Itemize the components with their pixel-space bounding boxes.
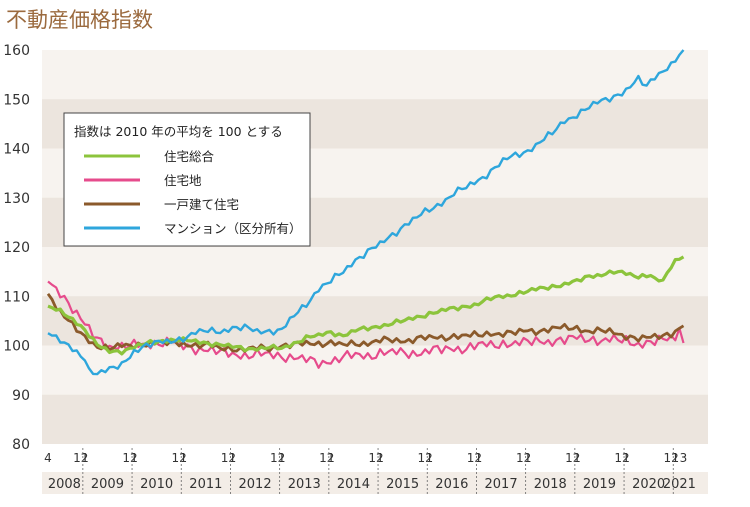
x-month-label: 12	[614, 451, 629, 465]
chart-title: 不動産価格指数	[6, 8, 153, 32]
y-tick-label: 160	[3, 43, 30, 59]
x-year-label: 2018	[534, 477, 567, 492]
x-month-label: 12	[73, 451, 88, 465]
x-year-label: 2015	[386, 477, 419, 492]
y-axis-ticks: 80 90 100 110 120 130 140 150 160	[3, 43, 30, 453]
y-tick-label: 140	[3, 142, 30, 158]
grid-band	[42, 394, 708, 444]
legend-title: 指数は 2010 年の平均を 100 とする	[74, 124, 283, 139]
y-tick-label: 80	[12, 437, 30, 453]
x-year-label: 2020	[632, 477, 665, 492]
x-month-label: 1	[229, 451, 237, 465]
x-month-label: 12	[172, 451, 187, 465]
x-month-label: 1	[376, 451, 384, 465]
x-year-label: 2013	[288, 477, 321, 492]
x-year-label: 2011	[189, 477, 222, 492]
x-axis: 4 121 121 121 121 121 121 121 121 121 121 121 121 121…	[42, 448, 708, 494]
legend-label: 住宅総合	[164, 149, 215, 164]
x-year-label: 2010	[140, 477, 173, 492]
x-month-label: 3	[680, 451, 688, 465]
x-month-label: 12	[664, 451, 679, 465]
y-tick-label: 100	[3, 339, 30, 355]
x-month-label: 1	[81, 451, 89, 465]
x-month-label: 12	[368, 451, 383, 465]
x-month-label: 1	[524, 451, 532, 465]
x-month-label: 12	[319, 451, 334, 465]
x-month-label: 12	[467, 451, 482, 465]
y-tick-label: 110	[3, 289, 30, 305]
x-month-label: 1	[327, 451, 335, 465]
series-line	[47, 49, 685, 376]
legend-label: マンション（区分所有）	[164, 221, 302, 236]
x-month-label: 12	[418, 451, 433, 465]
x-year-label: 2009	[91, 477, 124, 492]
x-year-label: 2014	[337, 477, 370, 492]
y-tick-label: 130	[3, 191, 30, 207]
series-lines	[46, 49, 685, 376]
x-month-label: 1	[425, 451, 433, 465]
grid-band	[42, 296, 708, 346]
x-month-label: 1	[179, 451, 187, 465]
x-year-label: 2016	[435, 477, 468, 492]
x-month-label: 1	[475, 451, 483, 465]
legend: 指数は 2010 年の平均を 100 とする住宅総合住宅地一戸建て住宅マンション…	[63, 112, 311, 247]
x-month-label: 12	[122, 451, 137, 465]
y-tick-label: 120	[3, 240, 30, 256]
y-tick-label: 150	[3, 92, 30, 108]
legend-label: 一戸建て住宅	[164, 197, 239, 212]
x-month-label: 1	[622, 451, 630, 465]
x-month-label: 12	[221, 451, 236, 465]
x-month-label: 4	[44, 451, 52, 465]
y-tick-label: 90	[12, 388, 30, 404]
legend-label: 住宅地	[164, 173, 202, 188]
x-month-label: 1	[278, 451, 286, 465]
x-month-label: 12	[516, 451, 531, 465]
x-month-label: 12	[565, 451, 580, 465]
x-month-label: 12	[270, 451, 285, 465]
year-label-band	[42, 472, 708, 494]
x-month-label: 1	[671, 451, 679, 465]
x-year-label: 2008	[48, 477, 81, 492]
x-year-label: 2021	[663, 477, 696, 492]
x-year-label: 2012	[239, 477, 272, 492]
x-year-label: 2019	[583, 477, 616, 492]
x-year-label: 2017	[485, 477, 518, 492]
x-month-label: 1	[130, 451, 138, 465]
x-month-label: 1	[573, 451, 581, 465]
